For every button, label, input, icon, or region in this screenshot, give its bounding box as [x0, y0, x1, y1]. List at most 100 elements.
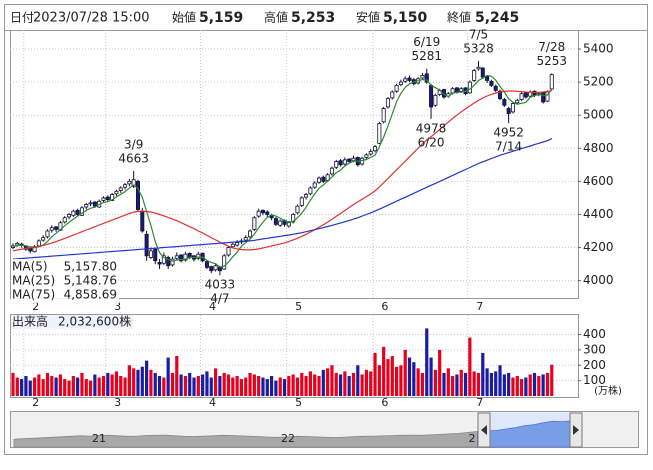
- volume-bar: [446, 368, 450, 396]
- volume-bar: [222, 372, 226, 396]
- volume-bar: [412, 362, 416, 396]
- volume-bar: [205, 371, 209, 396]
- candle-body: [519, 93, 524, 100]
- volume-bar: [489, 372, 494, 396]
- volume-bar: [282, 379, 287, 396]
- candle-body: [62, 217, 67, 223]
- volume-bar: [257, 376, 261, 396]
- candle-body: [273, 218, 278, 225]
- candle-body: [114, 190, 119, 195]
- navigator-label: 21: [92, 432, 106, 445]
- volume-bar: [32, 377, 37, 396]
- candle-body: [373, 146, 378, 152]
- volume-bar: [63, 379, 67, 396]
- volume-bar: [119, 376, 123, 396]
- volume-bar: [545, 372, 550, 396]
- candle-body: [28, 247, 33, 252]
- annotation-date: 7/14: [495, 140, 522, 154]
- legend-value: 4,858.69: [64, 288, 117, 302]
- legend-value: 5,148.76: [64, 274, 117, 288]
- y-tick-label: 5400: [583, 42, 614, 56]
- volume-bar: [364, 369, 369, 396]
- candle-body: [41, 237, 46, 241]
- candle-body: [480, 67, 485, 78]
- candle-body: [502, 99, 507, 106]
- volume-bar: [429, 357, 433, 396]
- volume-bar: [11, 372, 15, 396]
- volume-bar: [192, 377, 196, 396]
- header-value: 5,245: [475, 10, 519, 26]
- volume-bar: [175, 356, 179, 396]
- navigator-left-handle[interactable]: [477, 412, 491, 448]
- candle-body: [123, 184, 128, 188]
- volume-bar: [274, 380, 278, 396]
- volume-unit: (万株): [594, 384, 622, 397]
- volume-bar: [433, 369, 437, 396]
- volume-bar: [179, 374, 183, 396]
- header-value: 5,159: [199, 10, 243, 26]
- navigator-right-handle[interactable]: [569, 412, 583, 448]
- volume-bar: [382, 346, 386, 396]
- volume-bar: [394, 366, 399, 396]
- volume-bar: [550, 364, 554, 396]
- candle-body: [334, 161, 339, 168]
- legend-value: 5,157.80: [64, 260, 117, 274]
- candle-body: [295, 205, 300, 214]
- candle-body: [364, 154, 369, 158]
- volume-bar: [166, 357, 170, 396]
- volume-bar: [532, 372, 537, 396]
- volume-bar: [416, 368, 420, 396]
- candle-body: [429, 85, 434, 108]
- volume-bar: [145, 360, 149, 396]
- volume-bar: [485, 368, 489, 396]
- volume-bar: [317, 376, 321, 396]
- candle-body: [485, 75, 490, 81]
- volume-bar: [407, 357, 412, 396]
- volume-bar: [88, 380, 93, 396]
- volume-bar: [291, 374, 295, 396]
- volume-bar: [244, 377, 248, 396]
- candle-body: [381, 108, 386, 123]
- volume-bar: [67, 380, 71, 396]
- volume-bar: [162, 377, 166, 396]
- x-tick-label: 5: [295, 300, 302, 313]
- volume-bar: [420, 372, 425, 396]
- candle-body: [127, 180, 132, 185]
- price-plot-frame: [10, 30, 579, 299]
- candle-body: [321, 176, 326, 182]
- header-label: 日付: [10, 11, 34, 25]
- candle-body: [398, 81, 403, 85]
- candle-body: [541, 92, 546, 103]
- volume-bar: [321, 369, 325, 396]
- volume-bar: [41, 379, 45, 396]
- volume-bar: [20, 379, 24, 396]
- volume-bar: [183, 376, 187, 396]
- candle-body: [213, 265, 218, 271]
- volume-bar: [106, 372, 110, 396]
- x-tick-label: 4: [209, 300, 216, 313]
- candle-body: [394, 85, 399, 92]
- candle-body: [118, 187, 123, 191]
- volume-bar: [377, 365, 381, 396]
- header-label: 終値: [447, 10, 471, 25]
- volume-plot-frame: [10, 314, 579, 398]
- volume-bar: [127, 365, 131, 396]
- candle-body: [166, 257, 171, 267]
- volume-bar: [196, 376, 200, 396]
- header-value: 5,253: [291, 10, 335, 26]
- navigator-label: 2: [469, 432, 476, 445]
- volume-bar: [528, 374, 532, 396]
- candle-body: [92, 201, 97, 207]
- legend-name: MA(5): [12, 260, 48, 274]
- annotation-value: 5281: [411, 49, 442, 63]
- candle-body: [433, 94, 438, 106]
- volume-bar: [537, 376, 541, 396]
- x-tick-label: 6: [381, 300, 388, 313]
- volume-bar: [157, 376, 162, 396]
- volume-bar: [343, 371, 347, 396]
- volume-bar: [188, 372, 192, 396]
- candle-body: [338, 160, 343, 166]
- volume-bar: [304, 376, 308, 396]
- candle-body: [286, 222, 291, 227]
- candle-body: [144, 233, 149, 257]
